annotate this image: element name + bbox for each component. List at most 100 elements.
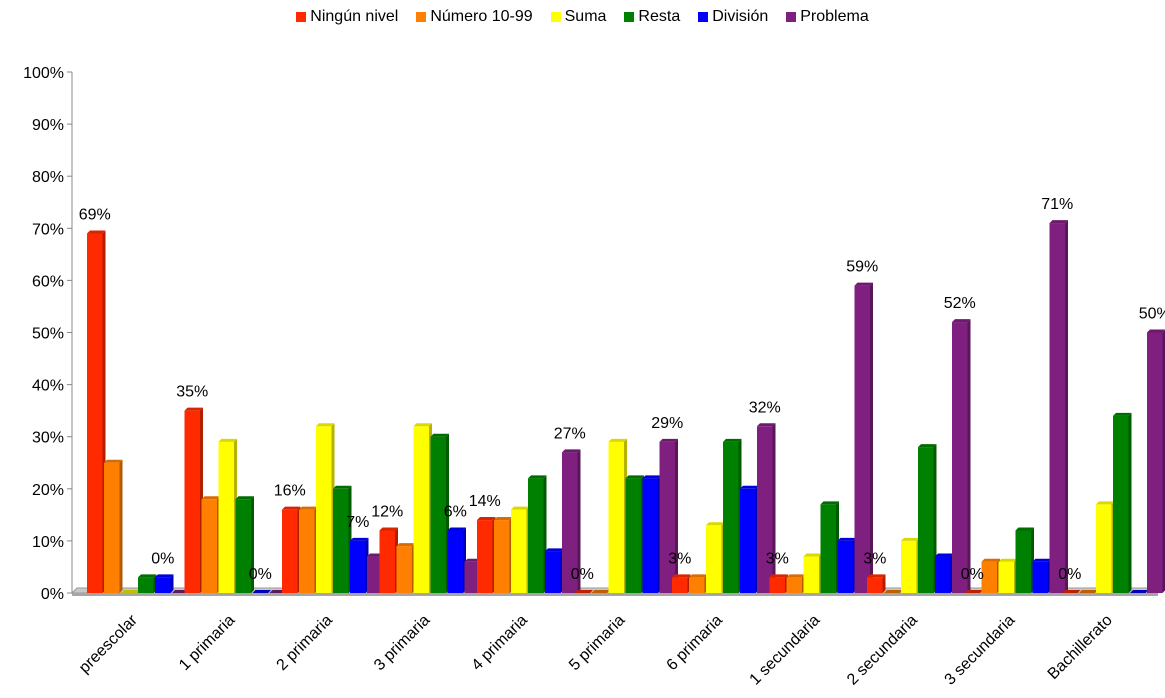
- legend-item-division: División: [698, 8, 768, 26]
- bar-suma-1-secundaria: [803, 553, 822, 593]
- bar-suma-3-primaria: [413, 423, 432, 593]
- data-label: 29%: [651, 415, 683, 432]
- legend-label: Problema: [800, 8, 869, 25]
- x-tick-label: 4 primaria: [469, 612, 531, 674]
- y-tick-label: 70%: [32, 221, 64, 238]
- bar-resta-2-primaria: [333, 485, 352, 593]
- bar-numero-10-99-bachillerato: [1079, 590, 1098, 593]
- bar-numero-10-99-3-primaria: [396, 543, 415, 593]
- bar-division-2-secundaria: [935, 553, 954, 593]
- bar-problema-4-primaria: [562, 449, 581, 593]
- bar-suma-bachillerato: [1096, 501, 1115, 593]
- bar-division-5-primaria: [642, 475, 661, 593]
- legend-item-resta: Resta: [624, 8, 680, 26]
- y-tick-label: 30%: [32, 430, 64, 447]
- data-label: 3%: [766, 550, 789, 567]
- x-tick-label: 3 secundaria: [942, 612, 1019, 689]
- bar-numero-10-99-4-primaria: [494, 517, 513, 593]
- data-label: 0%: [249, 566, 272, 583]
- y-tick-label: 0%: [41, 586, 64, 603]
- x-tick-label: 1 secundaria: [747, 612, 824, 689]
- data-label: 6%: [444, 503, 467, 520]
- bar-suma-1-primaria: [218, 438, 237, 593]
- bar-resta-4-primaria: [528, 475, 547, 593]
- bar-division-preescolar: [155, 574, 174, 593]
- bar-division-3-primaria: [447, 527, 466, 593]
- y-tick-label: 20%: [32, 482, 64, 499]
- bar-numero-10-99-5-primaria: [591, 590, 610, 593]
- data-label: 50%: [1139, 306, 1165, 323]
- legend-label: División: [712, 8, 769, 25]
- chart-legend: Ningún nivel Número 10-99 Suma Resta Divisió…: [0, 8, 1165, 26]
- bar-suma-5-primaria: [608, 438, 627, 593]
- bar-resta-2-secundaria: [918, 444, 937, 593]
- bar-ningun-nivel-2-primaria: [282, 506, 301, 593]
- bar-numero-10-99-1-secundaria: [786, 574, 805, 593]
- data-label: 14%: [469, 493, 501, 510]
- bar-numero-10-99-6-primaria: [689, 574, 708, 593]
- legend-label: Ningún nivel: [310, 8, 399, 25]
- data-label: 0%: [1058, 566, 1081, 583]
- bar-ningun-nivel-4-primaria: [477, 517, 496, 593]
- y-tick-label: 100%: [23, 65, 64, 82]
- legend-item-ningun-nivel: Ningún nivel: [296, 8, 398, 26]
- bar-problema-bachillerato: [1147, 329, 1165, 593]
- y-tick-label: 10%: [32, 534, 64, 551]
- bar-problema-1-secundaria: [854, 282, 873, 593]
- y-tick-label: 60%: [32, 273, 64, 290]
- legend-label: Suma: [564, 8, 607, 25]
- legend-item-numero-10-99: Número 10-99: [416, 8, 533, 26]
- y-tick-label: 40%: [32, 378, 64, 395]
- bar-numero-10-99-2-primaria: [299, 506, 318, 593]
- x-tick-label: 3 primaria: [371, 612, 433, 674]
- data-label: 0%: [151, 550, 174, 567]
- x-tick-label: Bachillerato: [1045, 612, 1116, 683]
- bar-numero-10-99-preescolar: [104, 459, 123, 593]
- bar-numero-10-99-1-primaria: [201, 496, 220, 593]
- bar-ningun-nivel-preescolar: [87, 230, 106, 593]
- bar-ningun-nivel-6-primaria: [672, 574, 691, 593]
- bar-ningun-nivel-2-secundaria: [867, 574, 886, 593]
- data-label: 0%: [961, 566, 984, 583]
- data-label: 7%: [346, 514, 369, 531]
- x-tick-label: preescolar: [76, 611, 141, 676]
- bar-suma-2-primaria: [316, 423, 335, 593]
- data-label: 71%: [1041, 196, 1073, 213]
- legend-swatch: [624, 12, 635, 22]
- y-tick-label: 50%: [32, 326, 64, 343]
- bar-suma-4-primaria: [511, 506, 530, 593]
- bar-resta-preescolar: [138, 574, 157, 593]
- x-tick-label: 2 secundaria: [844, 612, 921, 689]
- bar-ningun-nivel-3-primaria: [379, 527, 398, 593]
- bar-suma-6-primaria: [706, 522, 725, 593]
- legend-item-suma: Suma: [550, 8, 607, 26]
- legend-swatch: [416, 12, 427, 22]
- legend-swatch: [786, 12, 797, 22]
- bar-problema-5-primaria: [659, 438, 678, 593]
- bar-division-3-secundaria: [1032, 558, 1051, 593]
- legend-label: Número 10-99: [430, 8, 533, 25]
- data-label: 16%: [274, 483, 306, 500]
- bar-division-4-primaria: [545, 548, 564, 593]
- bar-division-6-primaria: [740, 485, 759, 593]
- bar-resta-1-primaria: [235, 496, 254, 593]
- data-label: 3%: [668, 550, 691, 567]
- bar-suma-preescolar: [121, 590, 140, 593]
- bar-ningun-nivel-3-secundaria: [964, 590, 983, 593]
- bar-division-1-primaria: [252, 590, 271, 593]
- data-label: 27%: [554, 425, 586, 442]
- bar-numero-10-99-2-secundaria: [884, 590, 903, 593]
- x-tick-label: 5 primaria: [566, 612, 628, 674]
- bar-division-2-primaria: [350, 537, 369, 593]
- data-label: 59%: [846, 259, 878, 276]
- x-tick-label: 6 primaria: [664, 612, 726, 674]
- bar-problema-2-secundaria: [952, 319, 971, 593]
- bar-suma-3-secundaria: [998, 558, 1017, 593]
- data-label: 52%: [944, 295, 976, 312]
- bar-problema-6-primaria: [757, 423, 776, 593]
- data-label: 12%: [371, 503, 403, 520]
- bar-ningun-nivel-5-primaria: [574, 590, 593, 593]
- bar-suma-2-secundaria: [901, 537, 920, 593]
